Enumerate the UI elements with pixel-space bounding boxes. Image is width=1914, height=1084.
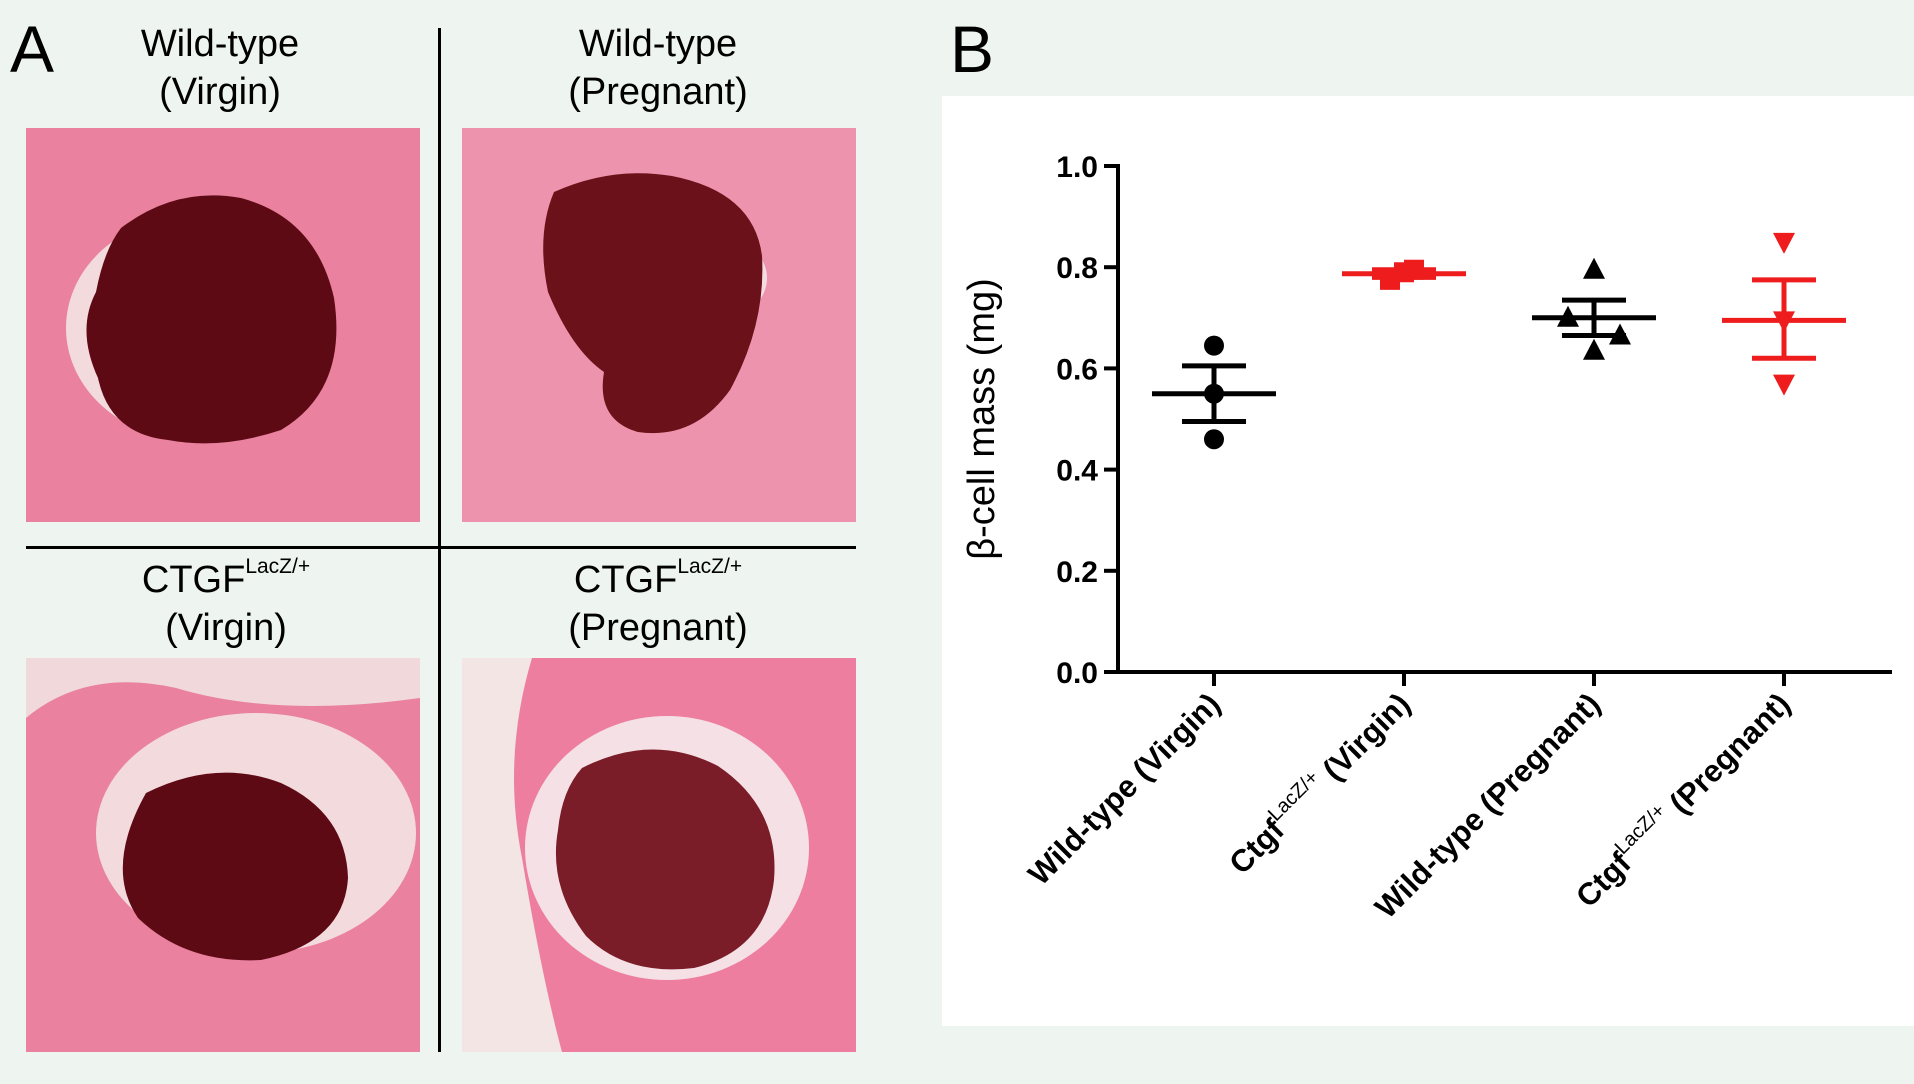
y-ticks: 0.0 0.2 0.4 0.6 0.8 1.0 [1056, 151, 1118, 690]
x-tick-label: Wild-type (Virgin) [1021, 686, 1227, 892]
caption-line1: Wild-type [140, 23, 300, 65]
micrograph-ctgf-virgin [26, 658, 420, 1052]
x-label-allele: LacZ/+ [1264, 766, 1323, 825]
panel-b-letter: B [950, 12, 995, 86]
x-tick-label: CtgfLacZ/+ (Pregnant) [1567, 684, 1797, 914]
caption-wt-virgin: Wild-type (Virgin) [0, 20, 440, 116]
panel-a-letter: A [10, 12, 55, 86]
x-ticks: Wild-type (Virgin)CtgfLacZ/+ (Virgin)Wil… [1021, 672, 1797, 925]
y-tick-label: 0.8 [1056, 252, 1098, 285]
beta-cell-mass-chart: 0.00.20.40.60.81.0 Wild-type (Virgin)Ctg… [961, 151, 1892, 925]
caption-allele: LacZ/+ [245, 555, 311, 579]
data-point [1583, 338, 1605, 360]
y-axis-label: β-cell mass (mg) [961, 278, 1003, 560]
caption-gene: CTGF [141, 559, 246, 601]
axes [1116, 164, 1892, 674]
x-label-allele: LacZ/+ [1611, 800, 1670, 859]
caption-gene: CTGF [573, 559, 678, 601]
caption-line2: (Virgin) [159, 71, 281, 113]
micrograph-ctgf-pregnant [462, 658, 856, 1052]
caption-ctgf-virgin: CTGFLacZ/+ (Virgin) [6, 556, 446, 652]
y-tick-label: 0.6 [1056, 353, 1098, 386]
caption-allele: LacZ/+ [677, 555, 743, 579]
x-label-condition: (Pregnant) [1657, 686, 1797, 826]
caption-wt-pregnant: Wild-type (Pregnant) [438, 20, 878, 116]
x-label-condition: (Virgin) [1310, 686, 1417, 793]
micrograph-wt-virgin [26, 128, 420, 522]
caption-line1: Wild-type [578, 23, 738, 65]
caption-line2: (Pregnant) [568, 71, 748, 113]
data-point [1204, 335, 1224, 356]
caption-line1: CTGFLacZ/+ [438, 556, 878, 604]
y-tick-label: 0.2 [1056, 556, 1098, 589]
data-point [1773, 232, 1795, 254]
y-tick-label: 0.0 [1056, 657, 1098, 690]
y-tick-label: 1.0 [1056, 151, 1098, 184]
data-point [1204, 429, 1224, 450]
data-point [1583, 257, 1605, 279]
caption-ctgf-pregnant: CTGFLacZ/+ (Pregnant) [438, 556, 878, 652]
caption-line2: (Virgin) [165, 607, 287, 649]
caption-line2: (Pregnant) [568, 607, 748, 649]
data-point [1773, 374, 1795, 396]
data-marks [1152, 232, 1846, 450]
micrograph-wt-pregnant [462, 128, 856, 522]
y-tick-label: 0.4 [1056, 455, 1098, 488]
vertical-divider [438, 28, 441, 1052]
chart-panel: 0.0 0.2 0.4 0.6 0.8 1.0 Wild-type (Virgin) Ctg… [942, 96, 1914, 1026]
horizontal-divider [26, 546, 856, 549]
x-tick-label: CtgfLacZ/+ (Virgin) [1220, 684, 1417, 881]
caption-line1: CTGFLacZ/+ [6, 556, 446, 604]
